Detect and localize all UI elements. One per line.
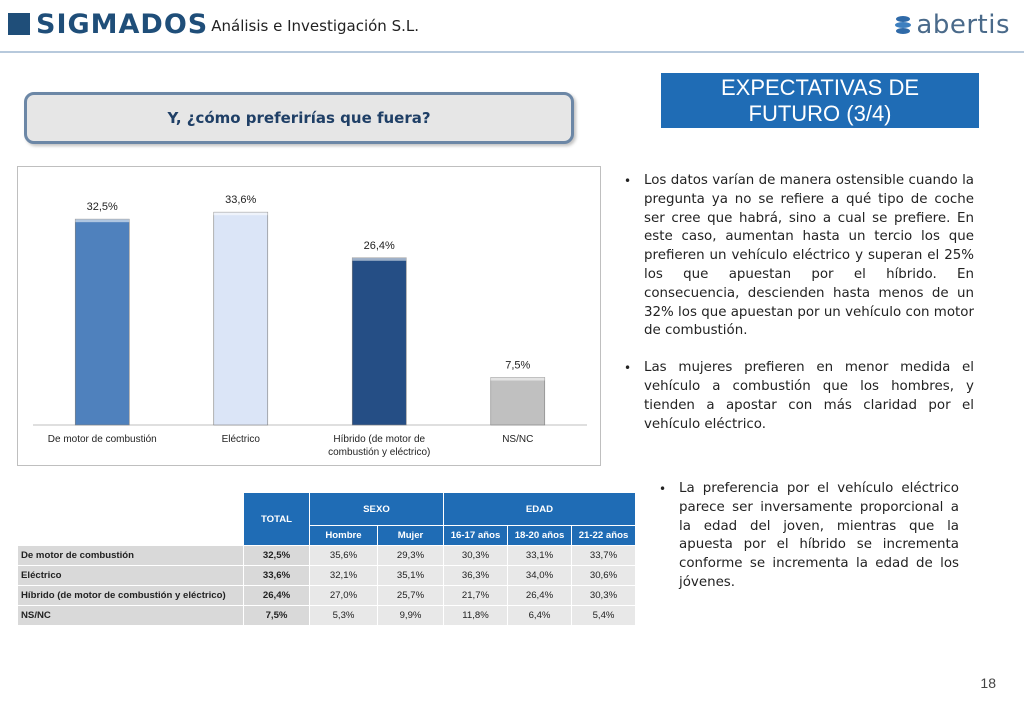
row-total: 7,5% xyxy=(243,605,310,626)
question-text: Y, ¿cómo preferirías que fuera? xyxy=(167,109,431,127)
bullet-text: Los datos varían de manera ostensible cu… xyxy=(644,173,974,339)
bar-1 xyxy=(213,211,269,426)
table-cell: 5,4% xyxy=(571,605,636,626)
table-cell: 33,1% xyxy=(507,545,572,566)
row-label: De motor de combustión xyxy=(17,545,244,566)
table-row: Eléctrico 33,6% 32,1% 35,1% 36,3% 34,0% … xyxy=(17,565,636,586)
row-total: 32,5% xyxy=(243,545,310,566)
table-cell: 30,3% xyxy=(571,585,636,606)
abertis-logo: abertis xyxy=(893,10,1010,40)
table-cell: 6,4% xyxy=(507,605,572,626)
table-cell: 36,3% xyxy=(443,565,508,586)
slide-title-line1: EXPECTATIVAS DE xyxy=(720,75,920,100)
bullet-dot-icon: • xyxy=(624,174,632,188)
table-row: NS/NC 7,5% 5,3% 9,9% 11,8% 6,4% 5,4% xyxy=(17,605,636,626)
bullet-text: Las mujeres prefieren en menor medida el… xyxy=(644,360,974,432)
table-cell: 29,3% xyxy=(377,545,444,566)
bar-0 xyxy=(74,218,130,426)
row-total: 33,6% xyxy=(243,565,310,586)
table-cell: 32,1% xyxy=(309,565,378,586)
bar-3 xyxy=(490,377,546,426)
category-label: De motor de combustión xyxy=(48,434,157,445)
slide-title-line2: FUTURO (3/4) xyxy=(748,101,892,126)
row-label: Híbrido (de motor de combustión y eléctr… xyxy=(17,585,244,606)
table-row: Híbrido (de motor de combustión y eléctr… xyxy=(17,585,636,606)
logo-square-icon xyxy=(8,13,30,35)
bar-highlight-1 xyxy=(213,212,268,216)
table-cell: 25,7% xyxy=(377,585,444,606)
table-cell: 35,1% xyxy=(377,565,444,586)
bar-highlight-3 xyxy=(490,377,545,381)
table-cell: 11,8% xyxy=(443,605,508,626)
data-label: 33,6% xyxy=(225,194,256,206)
category-label: Eléctrico xyxy=(222,434,261,445)
bar-highlight-0 xyxy=(75,219,130,223)
table-subheader: 18-20 años xyxy=(507,525,572,546)
table-header-sexo: SEXO xyxy=(309,492,444,526)
row-label: Eléctrico xyxy=(17,565,244,586)
bar-chart: 32,5% De motor de combustión 33,6% Eléctric… xyxy=(17,166,601,466)
bullet-dot-icon: • xyxy=(659,482,667,496)
bullet-item: • Los datos varían de manera ostensible … xyxy=(622,172,974,341)
question-box: Y, ¿cómo preferirías que fuera? xyxy=(24,92,574,144)
table-cell: 27,0% xyxy=(309,585,378,606)
bullet-list: • Los datos varían de manera ostensible … xyxy=(622,172,974,434)
bar-2 xyxy=(351,257,407,426)
table-row: De motor de combustión 32,5% 35,6% 29,3%… xyxy=(17,545,636,566)
abertis-mark-icon xyxy=(895,16,912,34)
brand-name: SIGMADOS xyxy=(36,8,209,40)
header-divider xyxy=(0,51,1024,53)
table-subheader: Mujer xyxy=(377,525,444,546)
category-label: combustión y eléctrico) xyxy=(328,447,430,458)
abertis-name: abertis xyxy=(916,10,1010,40)
page-number: 18 xyxy=(980,675,996,691)
table-cell: 5,3% xyxy=(309,605,378,626)
sigmados-logo: SIGMADOS Análisis e Investigación S.L. xyxy=(8,6,419,42)
bar-highlight-2 xyxy=(352,257,407,261)
data-label: 7,5% xyxy=(505,360,530,372)
slide-title: EXPECTATIVAS DE FUTURO (3/4) xyxy=(661,73,979,128)
table-subheader: 16-17 años xyxy=(443,525,508,546)
bullet-item: • La preferencia por el vehículo eléctri… xyxy=(657,480,959,593)
table-header-edad: EDAD xyxy=(443,492,636,526)
table-corner xyxy=(17,492,244,546)
table-cell: 30,6% xyxy=(571,565,636,586)
row-label: NS/NC xyxy=(17,605,244,626)
category-label: NS/NC xyxy=(502,434,533,445)
bar-chart-svg: 32,5% De motor de combustión 33,6% Eléctric… xyxy=(33,194,587,458)
table-cell: 33,7% xyxy=(571,545,636,566)
data-label: 32,5% xyxy=(87,201,118,213)
table-subheader: Hombre xyxy=(309,525,378,546)
row-total: 26,4% xyxy=(243,585,310,606)
bullet-dot-icon: • xyxy=(624,361,632,376)
table-cell: 21,7% xyxy=(443,585,508,606)
bullet-text: La preferencia por el vehículo eléctrico… xyxy=(679,481,959,590)
table-cell: 35,6% xyxy=(309,545,378,566)
data-label: 26,4% xyxy=(364,240,395,252)
table-header-total: TOTAL xyxy=(243,492,310,546)
table-cell: 9,9% xyxy=(377,605,444,626)
table-cell: 26,4% xyxy=(507,585,572,606)
category-label: Híbrido (de motor de xyxy=(333,434,425,445)
bullet-list-secondary: • La preferencia por el vehículo eléctri… xyxy=(657,480,959,593)
data-table: TOTAL SEXO EDAD Hombre Mujer 16-17 años … xyxy=(17,492,636,626)
table-cell: 34,0% xyxy=(507,565,572,586)
bullet-item: • Las mujeres prefieren en menor medida … xyxy=(622,359,974,434)
brand-subtitle: Análisis e Investigación S.L. xyxy=(211,17,419,35)
table-subheader: 21-22 años xyxy=(571,525,636,546)
table-cell: 30,3% xyxy=(443,545,508,566)
